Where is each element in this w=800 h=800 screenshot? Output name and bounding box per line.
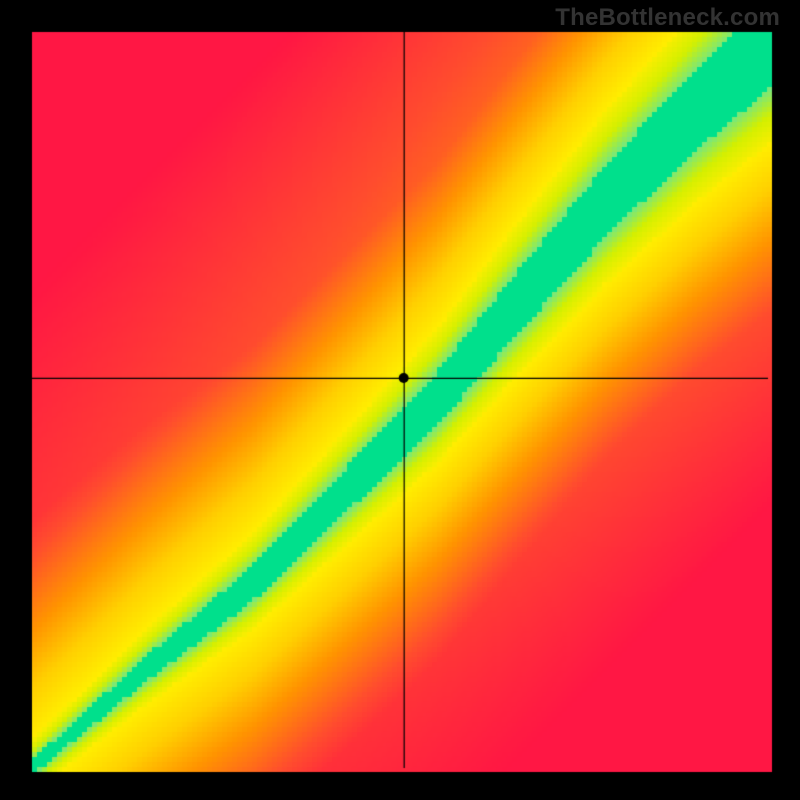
chart-stage: TheBottleneck.com xyxy=(0,0,800,800)
heatmap-canvas xyxy=(0,0,800,800)
watermark-text: TheBottleneck.com xyxy=(555,4,780,32)
